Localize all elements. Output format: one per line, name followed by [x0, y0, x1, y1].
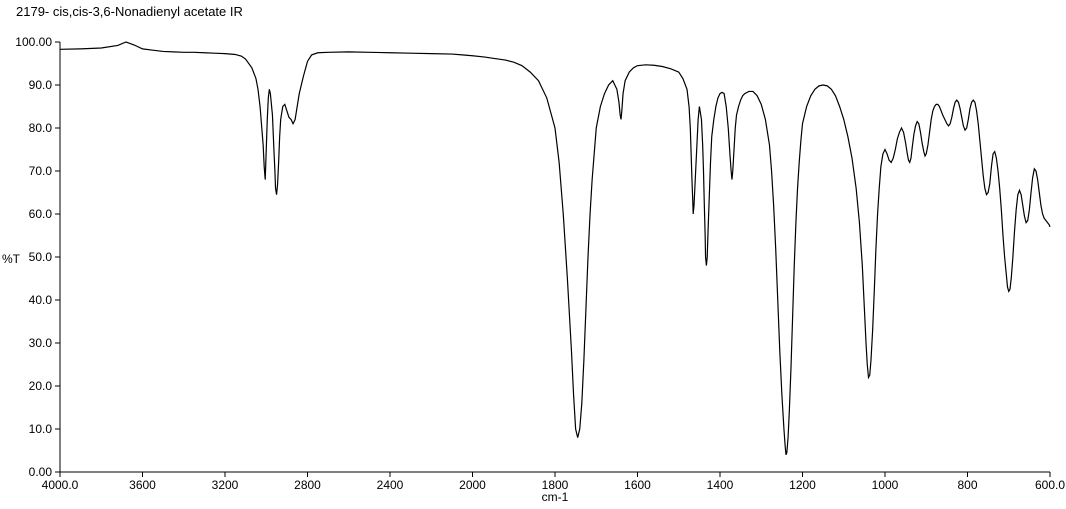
x-tick-label: 4000.0 [42, 478, 79, 492]
x-tick-label: 1200 [789, 478, 816, 492]
x-tick-label: 800 [957, 478, 977, 492]
x-tick-label: 2800 [294, 478, 321, 492]
x-tick-label: 600.0 [1035, 478, 1065, 492]
x-tick-label: 1400 [707, 478, 734, 492]
x-tick-label: 1000 [872, 478, 899, 492]
ir-spectrum-chart [0, 20, 1066, 509]
y-tick-label: 70.0 [2, 164, 52, 178]
y-tick-label: 0.00 [2, 465, 52, 479]
y-tick-label: 90.0 [2, 78, 52, 92]
chart-title: 2179- cis,cis-3,6-Nonadienyl acetate IR [16, 4, 243, 19]
y-tick-label: 10.0 [2, 422, 52, 436]
x-axis-label: cm-1 [542, 490, 569, 504]
x-tick-label: 3600 [129, 478, 156, 492]
x-tick-label: 1800 [542, 478, 569, 492]
y-tick-label: 30.0 [2, 336, 52, 350]
x-tick-label: 2400 [377, 478, 404, 492]
chart-container: %T cm-1 0.0010.020.030.040.050.060.070.0… [0, 20, 1066, 509]
y-tick-label: 60.0 [2, 207, 52, 221]
y-tick-label: 20.0 [2, 379, 52, 393]
y-tick-label: 50.0 [2, 250, 52, 264]
y-tick-label: 40.0 [2, 293, 52, 307]
x-tick-label: 2000 [459, 478, 486, 492]
x-tick-label: 3200 [212, 478, 239, 492]
y-tick-label: 80.0 [2, 121, 52, 135]
spectrum-line [60, 42, 1050, 455]
y-tick-label: 100.00 [2, 35, 52, 49]
x-tick-label: 1600 [624, 478, 651, 492]
